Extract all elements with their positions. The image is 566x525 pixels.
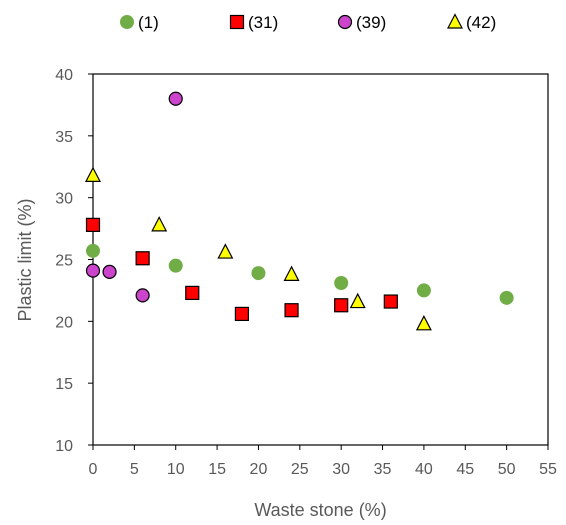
data-point <box>499 290 514 305</box>
data-point <box>416 283 431 298</box>
legend-label: (31) <box>248 13 278 32</box>
data-point <box>334 298 349 313</box>
x-tick-label: 5 <box>130 461 139 478</box>
x-axis-title: Waste stone (%) <box>254 500 386 520</box>
y-axis-title: Plastic limit (%) <box>15 198 35 321</box>
data-point <box>217 243 234 259</box>
y-tick-label: 25 <box>55 253 73 270</box>
x-tick-label: 30 <box>332 461 350 478</box>
legend-label: (39) <box>356 13 386 32</box>
plot-area-frame <box>92 73 549 446</box>
legend-marker <box>229 14 245 30</box>
data-point <box>151 216 168 232</box>
data-point <box>85 166 101 183</box>
data-point <box>168 91 183 106</box>
data-point <box>334 275 349 290</box>
x-tick-label: 45 <box>456 461 474 478</box>
data-point <box>349 292 366 309</box>
legend-marker <box>447 13 463 29</box>
x-tick-label: 50 <box>498 461 516 478</box>
legend-marker <box>120 15 134 29</box>
y-tick-label: 30 <box>55 191 73 208</box>
y-axis-ticks: 10 15 20 25 30 35 40 <box>55 67 93 455</box>
y-tick-label: 40 <box>55 67 73 84</box>
x-tick-label: 40 <box>415 461 433 478</box>
x-tick-label: 35 <box>374 461 392 478</box>
legend-marker <box>337 14 353 30</box>
data-point <box>168 258 183 273</box>
x-tick-label: 55 <box>539 461 557 478</box>
data-point <box>86 243 100 258</box>
y-tick-label: 35 <box>55 129 73 146</box>
data-point <box>135 251 150 266</box>
data-point <box>85 263 101 278</box>
data-point <box>383 294 398 309</box>
data-point <box>251 266 266 281</box>
data-point <box>135 288 150 303</box>
data-point <box>234 306 250 322</box>
data-point <box>85 217 101 232</box>
data-point <box>185 285 200 300</box>
x-tick-label: 0 <box>89 461 98 478</box>
data-point <box>102 264 117 279</box>
y-tick-label: 10 <box>55 438 73 455</box>
legend: (1) (31) (39) (42) <box>120 13 496 32</box>
y-tick-label: 20 <box>55 314 73 331</box>
x-axis-ticks: 0 5 10 15 20 25 30 35 40 45 50 55 <box>89 445 557 478</box>
x-tick-label: 10 <box>167 461 185 478</box>
data-point <box>284 303 299 318</box>
data-point <box>415 315 432 331</box>
legend-label: (1) <box>138 13 159 32</box>
legend-label: (42) <box>466 13 496 32</box>
y-tick-label: 15 <box>55 376 73 393</box>
x-tick-label: 15 <box>208 461 226 478</box>
data-points <box>85 91 514 331</box>
data-point <box>283 265 300 281</box>
x-tick-label: 20 <box>250 461 268 478</box>
x-tick-label: 25 <box>291 461 309 478</box>
